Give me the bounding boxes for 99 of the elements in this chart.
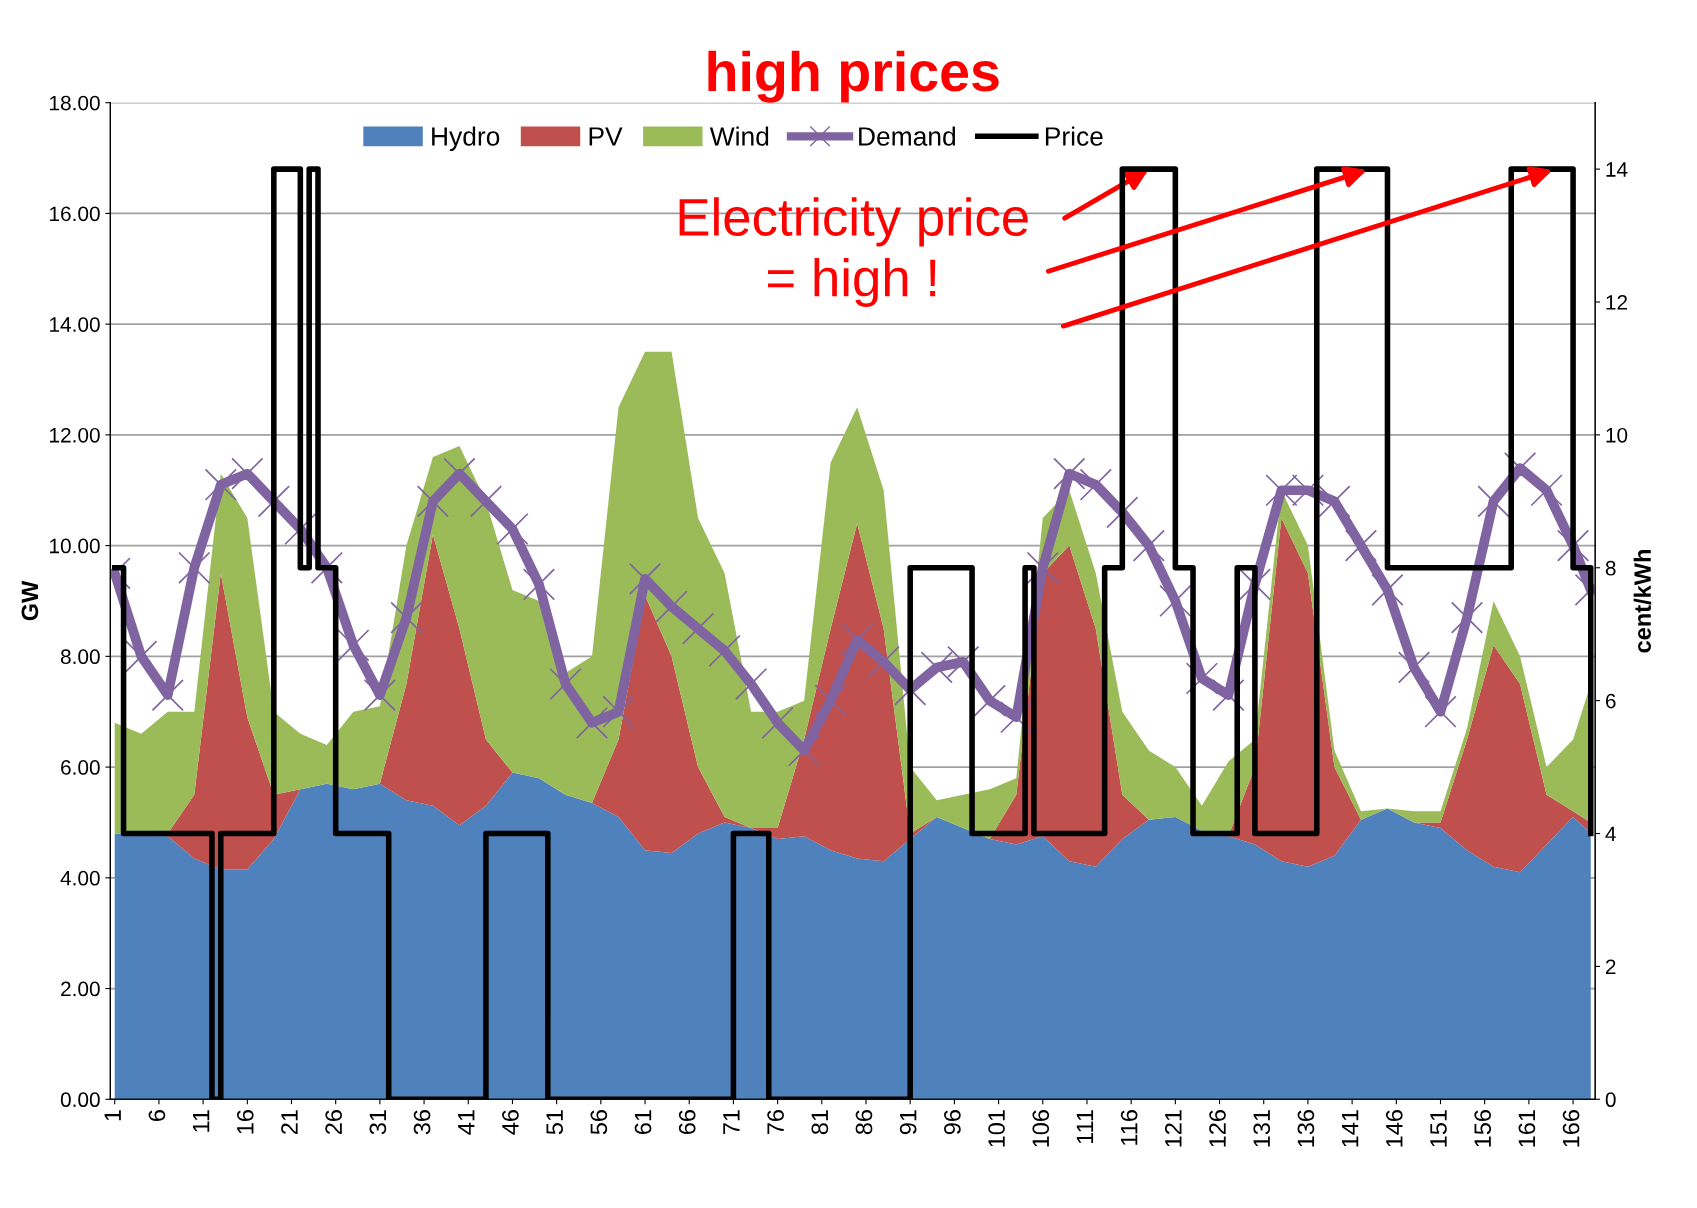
point	[947, 645, 980, 678]
y2-axis-title: cent/kWh	[1633, 549, 1652, 653]
x-tick-label: 116	[1120, 1110, 1138, 1145]
x-tick-label: 161	[1518, 1110, 1536, 1147]
point	[1318, 485, 1351, 518]
legend-label: Hydro	[432, 126, 500, 152]
chart-title: high prices	[708, 50, 999, 103]
y-tick-label: 4.00	[60, 870, 100, 886]
point	[416, 485, 450, 518]
x-tick-label: 66	[678, 1110, 696, 1135]
point	[788, 734, 821, 767]
point	[204, 468, 237, 501]
point	[602, 695, 635, 728]
x-tick-label: 136	[1297, 1110, 1315, 1147]
legend-label: Wind	[709, 126, 769, 146]
point	[1026, 551, 1059, 584]
x-tick-label: 126	[1209, 1110, 1226, 1147]
point	[496, 512, 529, 546]
x-tick-label: 131	[1253, 1110, 1271, 1147]
point	[628, 562, 662, 595]
x-tick-label: 106	[1032, 1110, 1050, 1147]
x-tick-label: 151	[1430, 1110, 1447, 1147]
x-tick-label: 11	[192, 1110, 210, 1132]
y-tick-label: 6.00	[61, 760, 100, 775]
point	[1053, 457, 1086, 490]
legend-label: Demand	[859, 126, 955, 146]
legend-label: Price	[1045, 126, 1103, 146]
x-tick-label: 86	[855, 1110, 873, 1135]
point	[841, 623, 874, 656]
y-tick-label: 12.00	[50, 427, 100, 443]
x-tick-label: 81	[811, 1110, 829, 1135]
x-tick-label: 156	[1474, 1110, 1492, 1147]
point	[522, 568, 556, 601]
point	[1079, 468, 1112, 501]
y2-tick-label: 2	[1605, 959, 1616, 974]
point	[1185, 662, 1218, 695]
point	[125, 640, 158, 673]
point	[575, 706, 609, 739]
x-tick-label: 76	[767, 1110, 784, 1135]
point	[178, 551, 211, 584]
y-tick-label: 8.00	[60, 649, 100, 665]
point	[549, 667, 582, 701]
point	[1212, 678, 1245, 712]
x-tick-label: 56	[590, 1110, 608, 1135]
x-tick-label: 141	[1341, 1110, 1359, 1147]
x-tick-label: 96	[944, 1110, 961, 1135]
point	[1238, 568, 1272, 601]
x-tick-label: 146	[1385, 1110, 1403, 1147]
y2-tick-label: 8	[1605, 560, 1616, 576]
point	[1477, 485, 1510, 518]
x-tick-label: 16	[236, 1110, 254, 1134]
x-tick-label: 36	[413, 1110, 431, 1135]
y-tick-label: 14.00	[50, 317, 100, 332]
point	[1556, 529, 1590, 562]
x-tick-label: 41	[458, 1110, 475, 1135]
y2-tick-label: 10	[1606, 427, 1628, 443]
x-tick-label: 121	[1164, 1110, 1182, 1147]
y2-tick-label: 6	[1605, 693, 1616, 709]
point	[1424, 695, 1457, 728]
point	[1000, 701, 1033, 734]
point	[814, 684, 847, 717]
y-tick-label: 16.00	[50, 206, 100, 222]
point	[1132, 529, 1165, 562]
x-tick-label: 101	[988, 1110, 1005, 1147]
point	[363, 678, 396, 712]
x-tick-label: 21	[281, 1110, 298, 1135]
x-tick-label: 26	[325, 1110, 343, 1135]
y2-tick-label: 4	[1605, 826, 1616, 842]
x-tick-label: 46	[502, 1110, 519, 1135]
point	[1159, 584, 1192, 618]
point	[1397, 651, 1431, 684]
point	[390, 601, 423, 634]
x-tick-label: 51	[546, 1110, 563, 1135]
y-axis-title: GW	[21, 580, 39, 621]
legend-label: PV	[589, 127, 623, 146]
y2-tick-label: 12	[1606, 295, 1628, 310]
y-tick-label: 10.00	[50, 538, 100, 554]
point	[1291, 474, 1325, 507]
point	[1530, 474, 1563, 507]
point	[337, 629, 370, 662]
y-tick-label: 18.00	[50, 95, 100, 111]
y2-tick-label: 0	[1605, 1092, 1616, 1108]
x-tick-label: 6	[148, 1110, 166, 1121]
x-tick-label: 111	[1076, 1110, 1094, 1144]
annotation: Electricity price = high !	[679, 197, 1028, 308]
point	[231, 457, 264, 490]
point	[920, 651, 953, 684]
x-tick-label: 166	[1562, 1110, 1580, 1147]
x-tick-label: 31	[369, 1110, 387, 1135]
x-tick-label: 91	[899, 1110, 917, 1135]
point	[1450, 601, 1484, 634]
y-tick-label: 2.00	[61, 981, 100, 997]
x-tick-label: 71	[723, 1110, 740, 1135]
point	[1371, 573, 1404, 607]
y2-tick-label: 14	[1606, 162, 1628, 177]
y-tick-label: 0.00	[60, 1092, 100, 1108]
x-tick-label: 1	[104, 1110, 121, 1121]
point	[151, 678, 184, 712]
x-tick-label: 61	[634, 1110, 652, 1135]
